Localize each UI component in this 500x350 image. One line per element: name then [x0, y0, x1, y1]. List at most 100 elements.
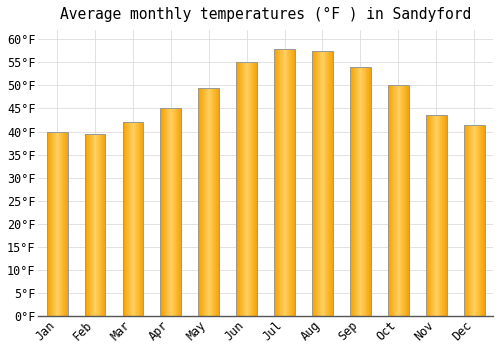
Bar: [444, 116, 445, 316]
Bar: [168, 108, 169, 316]
Bar: [288, 49, 289, 316]
Bar: [215, 88, 216, 316]
Bar: [142, 122, 144, 316]
Bar: [202, 88, 203, 316]
Bar: [91, 134, 92, 316]
Bar: [289, 49, 290, 316]
Bar: [368, 67, 370, 316]
Bar: [86, 134, 88, 316]
Bar: [252, 62, 253, 316]
Bar: [278, 49, 279, 316]
Bar: [241, 62, 242, 316]
Bar: [356, 67, 357, 316]
Bar: [92, 134, 93, 316]
Bar: [53, 132, 54, 316]
Bar: [438, 116, 439, 316]
Bar: [236, 62, 237, 316]
Bar: [57, 132, 58, 316]
Bar: [122, 122, 144, 316]
Bar: [137, 122, 138, 316]
Bar: [140, 122, 141, 316]
Bar: [104, 134, 105, 316]
Bar: [330, 51, 331, 316]
Bar: [293, 49, 294, 316]
Bar: [316, 51, 317, 316]
Bar: [256, 62, 257, 316]
Bar: [56, 132, 57, 316]
Bar: [93, 134, 94, 316]
Bar: [400, 85, 401, 316]
Bar: [67, 132, 68, 316]
Bar: [248, 62, 249, 316]
Bar: [292, 49, 293, 316]
Bar: [244, 62, 246, 316]
Bar: [281, 49, 282, 316]
Bar: [173, 108, 174, 316]
Bar: [131, 122, 132, 316]
Bar: [476, 125, 477, 316]
Bar: [481, 125, 482, 316]
Bar: [320, 51, 321, 316]
Bar: [362, 67, 363, 316]
Bar: [426, 116, 446, 316]
Bar: [236, 62, 257, 316]
Bar: [203, 88, 204, 316]
Bar: [472, 125, 474, 316]
Bar: [350, 67, 352, 316]
Bar: [445, 116, 446, 316]
Bar: [122, 122, 124, 316]
Bar: [178, 108, 179, 316]
Bar: [135, 122, 136, 316]
Bar: [388, 85, 408, 316]
Bar: [130, 122, 131, 316]
Bar: [398, 85, 399, 316]
Bar: [238, 62, 239, 316]
Bar: [430, 116, 432, 316]
Bar: [54, 132, 55, 316]
Bar: [88, 134, 89, 316]
Bar: [174, 108, 175, 316]
Bar: [390, 85, 392, 316]
Bar: [395, 85, 396, 316]
Bar: [290, 49, 291, 316]
Bar: [129, 122, 130, 316]
Bar: [291, 49, 292, 316]
Bar: [218, 88, 219, 316]
Bar: [277, 49, 278, 316]
Bar: [282, 49, 283, 316]
Bar: [98, 134, 99, 316]
Bar: [64, 132, 65, 316]
Bar: [402, 85, 403, 316]
Bar: [172, 108, 173, 316]
Bar: [251, 62, 252, 316]
Bar: [134, 122, 135, 316]
Bar: [321, 51, 322, 316]
Bar: [357, 67, 358, 316]
Bar: [466, 125, 467, 316]
Bar: [436, 116, 437, 316]
Bar: [442, 116, 443, 316]
Bar: [170, 108, 171, 316]
Bar: [180, 108, 182, 316]
Bar: [199, 88, 200, 316]
Bar: [468, 125, 469, 316]
Bar: [132, 122, 133, 316]
Bar: [96, 134, 97, 316]
Bar: [370, 67, 371, 316]
Bar: [175, 108, 176, 316]
Bar: [90, 134, 91, 316]
Bar: [169, 108, 170, 316]
Bar: [51, 132, 52, 316]
Bar: [49, 132, 50, 316]
Bar: [465, 125, 466, 316]
Bar: [426, 116, 427, 316]
Bar: [217, 88, 218, 316]
Bar: [464, 125, 484, 316]
Bar: [239, 62, 240, 316]
Bar: [405, 85, 406, 316]
Bar: [65, 132, 66, 316]
Bar: [198, 88, 219, 316]
Bar: [100, 134, 102, 316]
Bar: [470, 125, 472, 316]
Bar: [164, 108, 166, 316]
